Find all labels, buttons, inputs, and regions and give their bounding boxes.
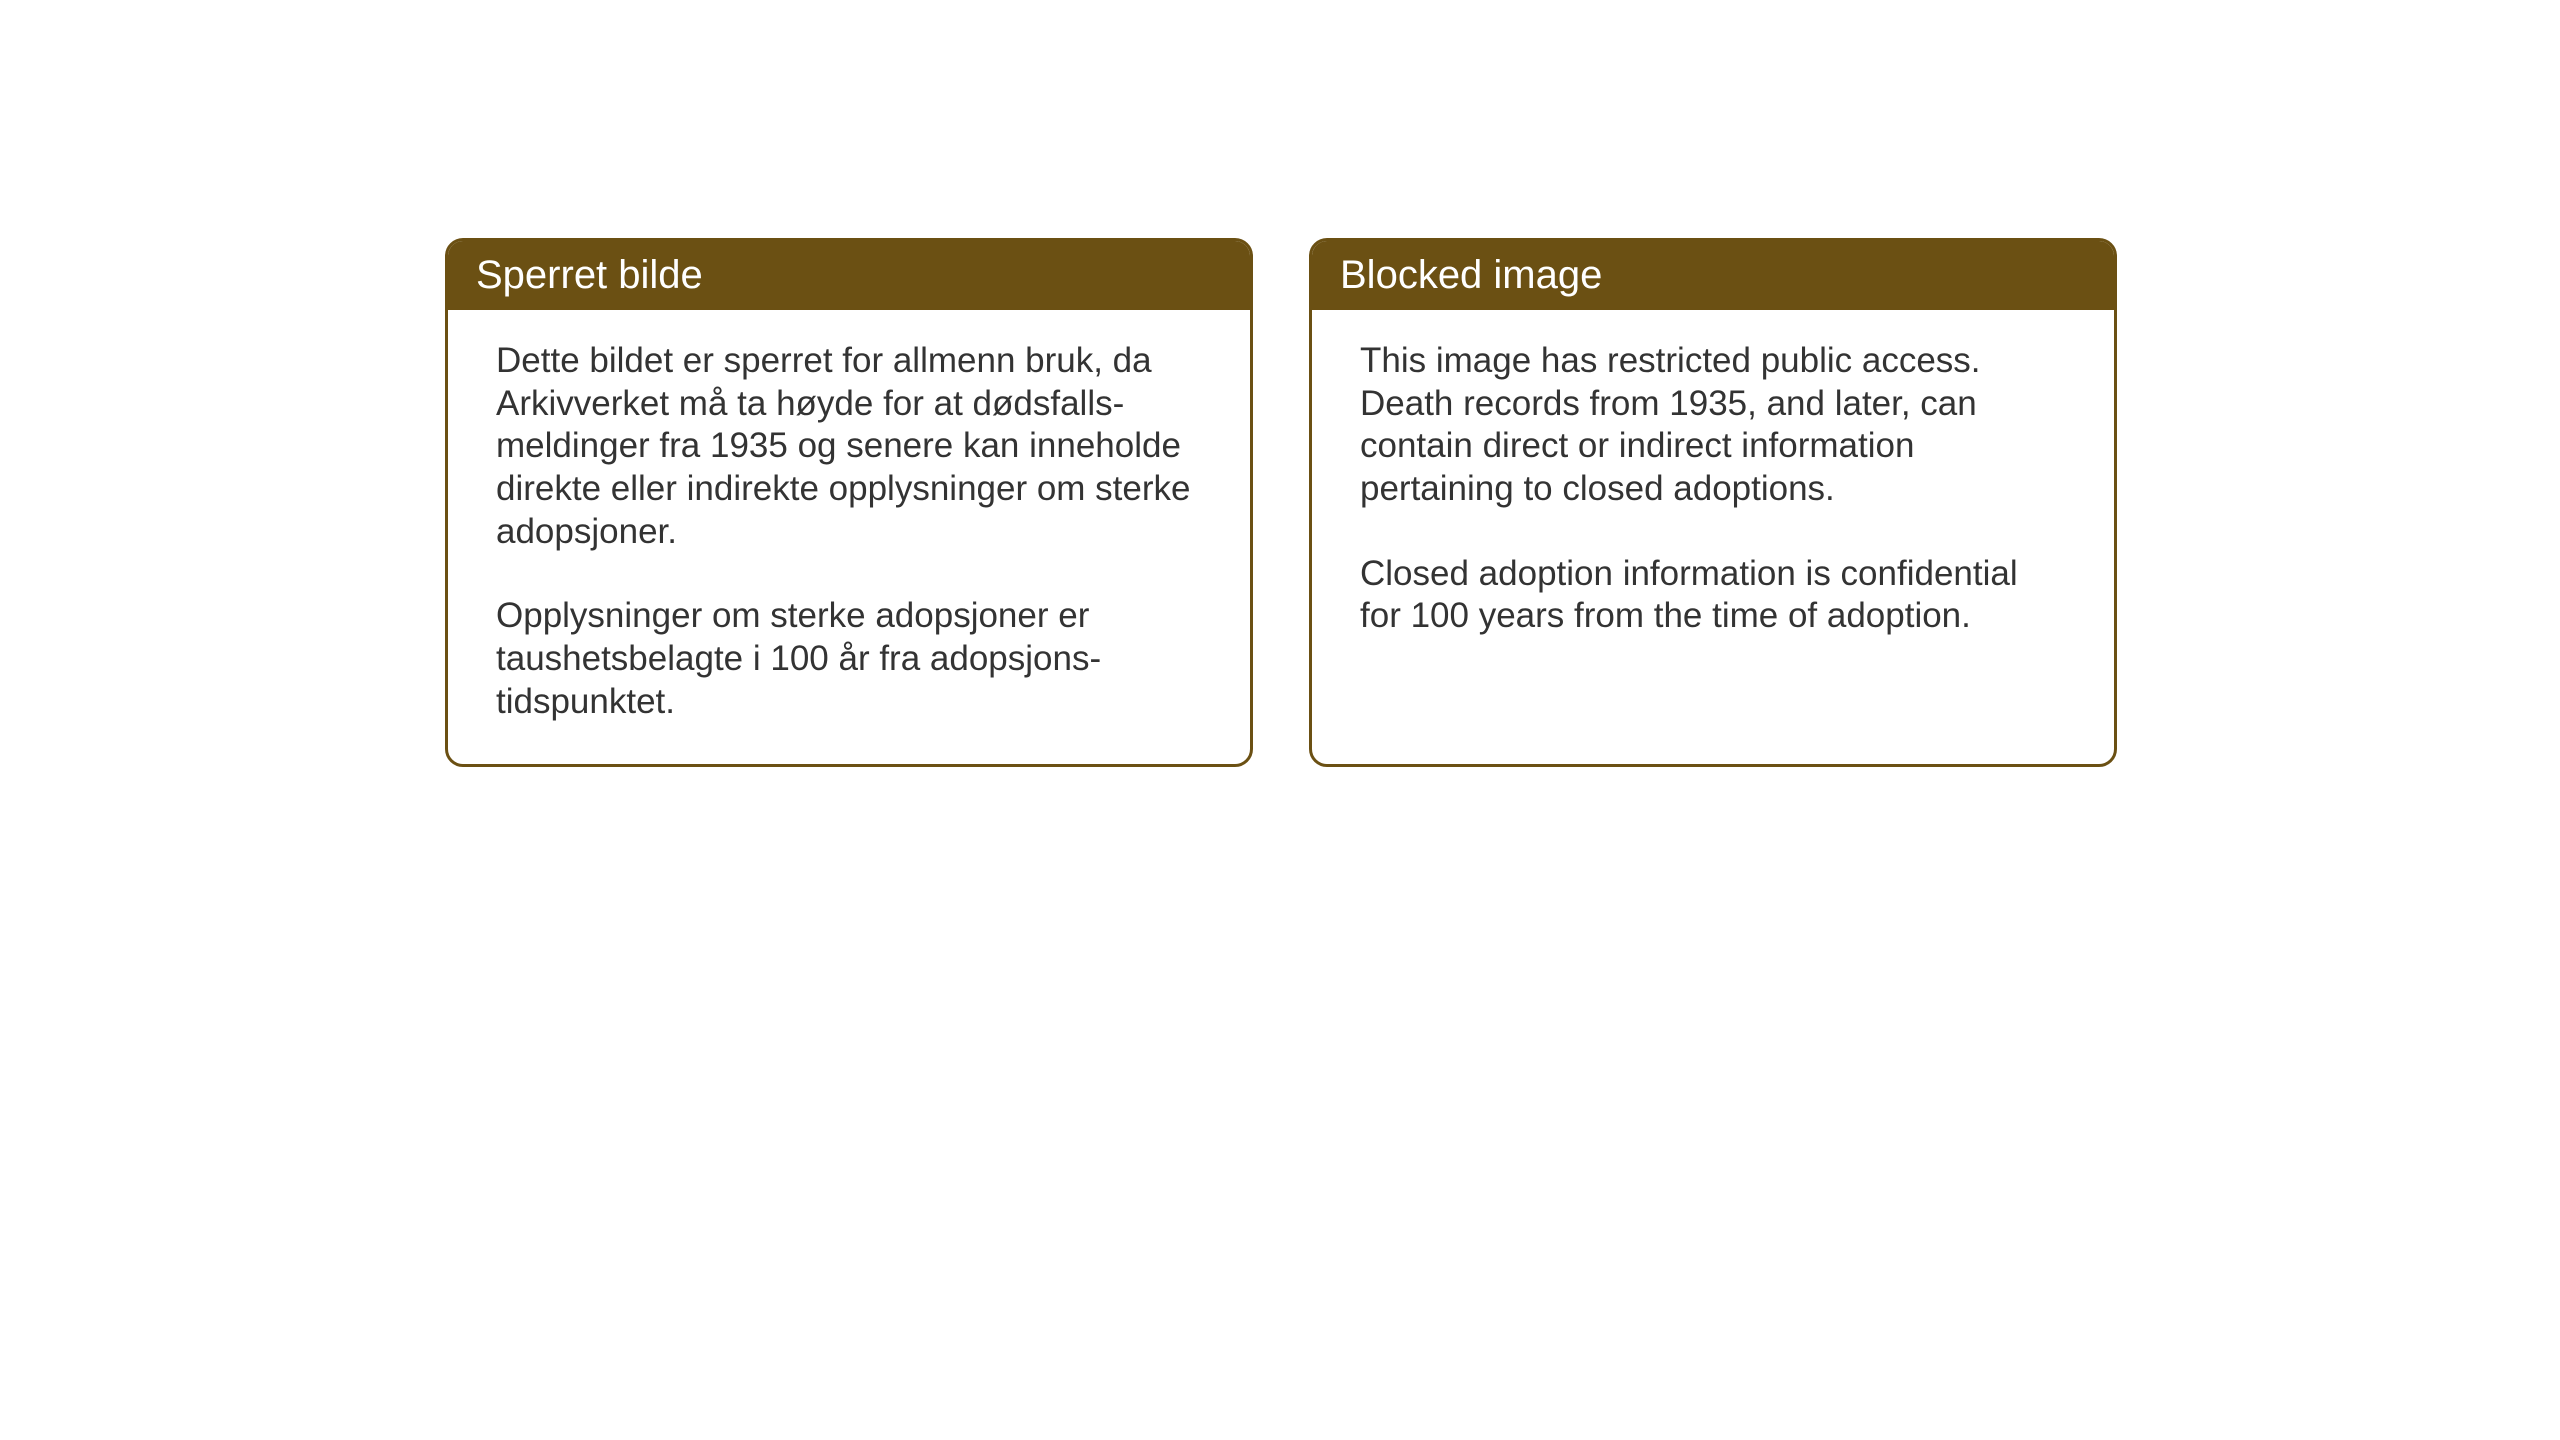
notice-container: Sperret bilde Dette bildet er sperret fo… <box>445 238 2117 767</box>
card-paragraph-1-norwegian: Dette bildet er sperret for allmenn bruk… <box>496 340 1202 553</box>
card-body-norwegian: Dette bildet er sperret for allmenn bruk… <box>448 310 1250 764</box>
notice-card-norwegian: Sperret bilde Dette bildet er sperret fo… <box>445 238 1253 767</box>
card-header-norwegian: Sperret bilde <box>448 241 1250 310</box>
card-paragraph-2-english: Closed adoption information is confident… <box>1360 553 2066 638</box>
card-body-english: This image has restricted public access.… <box>1312 310 2114 750</box>
notice-card-english: Blocked image This image has restricted … <box>1309 238 2117 767</box>
card-paragraph-1-english: This image has restricted public access.… <box>1360 340 2066 511</box>
card-paragraph-2-norwegian: Opplysninger om sterke adopsjoner er tau… <box>496 595 1202 723</box>
card-title-english: Blocked image <box>1340 253 1602 297</box>
card-header-english: Blocked image <box>1312 241 2114 310</box>
card-title-norwegian: Sperret bilde <box>476 253 703 297</box>
